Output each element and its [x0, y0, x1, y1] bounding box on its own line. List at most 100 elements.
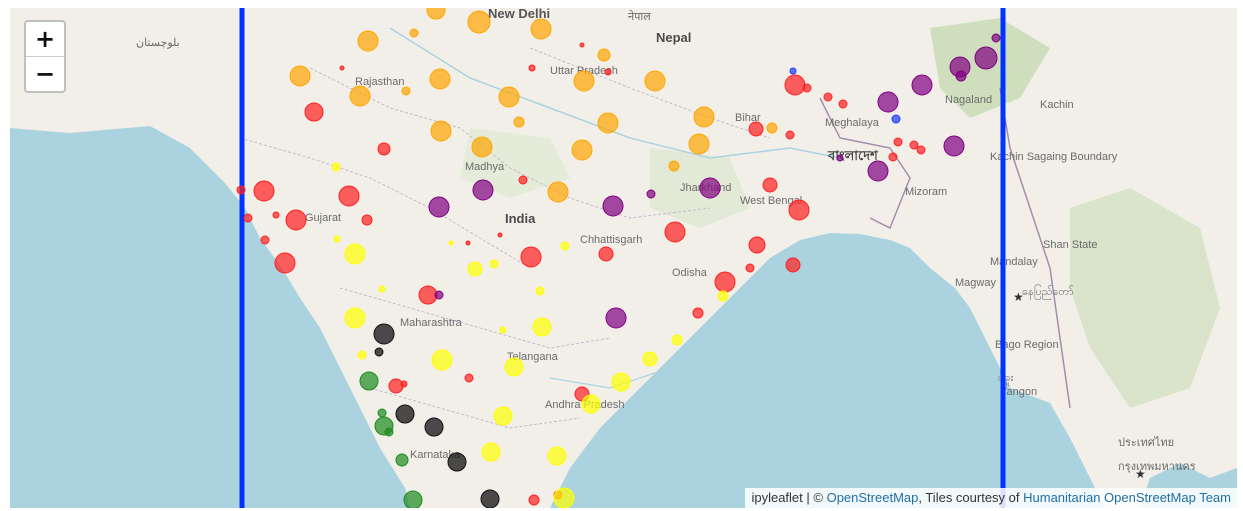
red-circle-marker[interactable]	[518, 175, 528, 185]
blue-circle-marker[interactable]	[891, 114, 901, 124]
red-circle-marker[interactable]	[465, 240, 471, 246]
purple-circle-marker[interactable]	[605, 307, 627, 329]
orange-circle-marker[interactable]	[688, 133, 710, 155]
black-circle-marker[interactable]	[373, 323, 395, 345]
purple-circle-marker[interactable]	[836, 154, 844, 162]
black-circle-marker[interactable]	[424, 417, 444, 437]
purple-circle-marker[interactable]	[646, 189, 656, 199]
yellow-circle-marker[interactable]	[344, 307, 366, 329]
orange-circle-marker[interactable]	[430, 120, 452, 142]
orange-circle-marker[interactable]	[644, 70, 666, 92]
purple-circle-marker[interactable]	[943, 135, 965, 157]
red-circle-marker[interactable]	[272, 211, 280, 219]
orange-circle-marker[interactable]	[571, 139, 593, 161]
yellow-circle-marker[interactable]	[331, 162, 341, 172]
green-circle-marker[interactable]	[377, 408, 387, 418]
purple-circle-marker[interactable]	[428, 196, 450, 218]
orange-circle-marker[interactable]	[349, 85, 371, 107]
yellow-circle-marker[interactable]	[499, 326, 507, 334]
red-circle-marker[interactable]	[785, 130, 795, 140]
red-circle-marker[interactable]	[598, 246, 614, 262]
yellow-circle-marker[interactable]	[671, 334, 683, 346]
red-circle-marker[interactable]	[664, 221, 686, 243]
red-circle-marker[interactable]	[464, 373, 474, 383]
red-circle-marker[interactable]	[714, 271, 736, 293]
purple-circle-marker[interactable]	[867, 160, 889, 182]
orange-circle-marker[interactable]	[426, 8, 446, 20]
yellow-circle-marker[interactable]	[448, 240, 454, 246]
yellow-circle-marker[interactable]	[504, 357, 524, 377]
red-circle-marker[interactable]	[785, 257, 801, 273]
map-canvas[interactable]: New Delhi Nepal नेपाल Uttar Pradesh Raja…	[10, 8, 1237, 508]
red-circle-marker[interactable]	[339, 65, 345, 71]
yellow-circle-marker[interactable]	[560, 241, 570, 251]
red-circle-marker[interactable]	[762, 177, 778, 193]
orange-circle-marker[interactable]	[357, 30, 379, 52]
circle-markers-layer[interactable]	[236, 8, 1001, 508]
red-circle-marker[interactable]	[400, 380, 408, 388]
red-circle-marker[interactable]	[748, 236, 766, 254]
red-circle-marker[interactable]	[916, 145, 926, 155]
orange-circle-marker[interactable]	[429, 68, 451, 90]
yellow-circle-marker[interactable]	[717, 290, 729, 302]
yellow-circle-marker[interactable]	[431, 349, 453, 371]
purple-circle-marker[interactable]	[699, 177, 721, 199]
orange-circle-marker[interactable]	[467, 10, 491, 34]
yellow-circle-marker[interactable]	[481, 442, 501, 462]
red-circle-marker[interactable]	[748, 121, 764, 137]
black-circle-marker[interactable]	[374, 347, 384, 357]
purple-circle-marker[interactable]	[434, 290, 444, 300]
orange-circle-marker[interactable]	[766, 122, 778, 134]
yellow-circle-marker[interactable]	[547, 446, 567, 466]
blue-circle-marker[interactable]	[789, 67, 797, 75]
orange-circle-marker[interactable]	[401, 86, 411, 96]
red-circle-marker[interactable]	[823, 92, 833, 102]
yellow-circle-marker[interactable]	[611, 372, 631, 392]
hot-link[interactable]: Humanitarian OpenStreetMap Team	[1023, 490, 1231, 505]
green-circle-marker[interactable]	[359, 371, 379, 391]
red-circle-marker[interactable]	[604, 68, 612, 76]
red-circle-marker[interactable]	[497, 232, 503, 238]
red-circle-marker[interactable]	[243, 213, 253, 223]
black-circle-marker[interactable]	[395, 404, 415, 424]
yellow-circle-marker[interactable]	[344, 243, 366, 265]
orange-circle-marker[interactable]	[573, 70, 595, 92]
red-circle-marker[interactable]	[361, 214, 373, 226]
orange-circle-marker[interactable]	[530, 18, 552, 40]
red-circle-marker[interactable]	[418, 285, 438, 305]
red-circle-marker[interactable]	[253, 180, 275, 202]
orange-circle-marker[interactable]	[693, 106, 715, 128]
red-circle-marker[interactable]	[838, 99, 848, 109]
yellow-circle-marker[interactable]	[493, 406, 513, 426]
red-circle-marker[interactable]	[338, 185, 360, 207]
purple-circle-marker[interactable]	[955, 70, 967, 82]
black-circle-marker[interactable]	[447, 452, 467, 472]
yellow-circle-marker[interactable]	[535, 286, 545, 296]
yellow-circle-marker[interactable]	[642, 351, 658, 367]
purple-circle-marker[interactable]	[602, 195, 624, 217]
red-circle-marker[interactable]	[377, 142, 391, 156]
red-circle-marker[interactable]	[909, 140, 919, 150]
red-circle-marker[interactable]	[304, 102, 324, 122]
red-circle-marker[interactable]	[745, 263, 755, 273]
orange-circle-marker[interactable]	[597, 112, 619, 134]
red-circle-marker[interactable]	[528, 494, 540, 506]
red-circle-marker[interactable]	[236, 185, 246, 195]
red-circle-marker[interactable]	[579, 42, 585, 48]
red-circle-marker[interactable]	[528, 64, 536, 72]
yellow-circle-marker[interactable]	[581, 394, 601, 414]
yellow-circle-marker[interactable]	[553, 487, 575, 508]
purple-circle-marker[interactable]	[991, 33, 1001, 43]
orange-circle-marker[interactable]	[513, 116, 525, 128]
red-circle-marker[interactable]	[888, 152, 898, 162]
yellow-circle-marker[interactable]	[378, 285, 386, 293]
orange-circle-marker[interactable]	[668, 160, 680, 172]
red-circle-marker[interactable]	[802, 83, 812, 93]
green-circle-marker[interactable]	[384, 427, 394, 437]
red-circle-marker[interactable]	[893, 137, 903, 147]
zoom-out-button[interactable]: −	[26, 56, 64, 91]
red-circle-marker[interactable]	[692, 307, 704, 319]
red-circle-marker[interactable]	[274, 252, 296, 274]
yellow-circle-marker[interactable]	[489, 259, 499, 269]
orange-circle-marker[interactable]	[409, 28, 419, 38]
